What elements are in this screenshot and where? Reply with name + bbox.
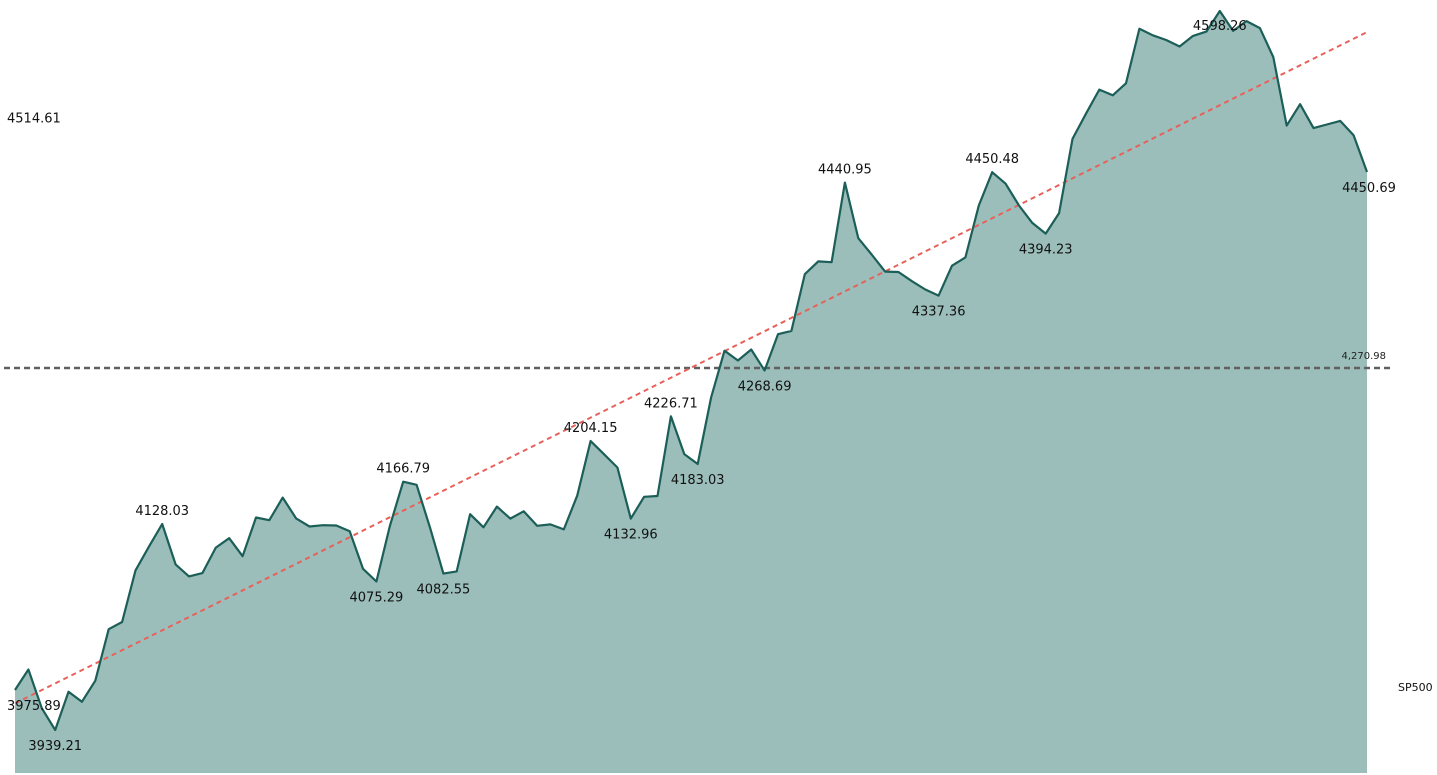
data-label: 4075.29	[350, 591, 404, 606]
data-label: 4450.69	[1342, 181, 1396, 196]
series-area-fill	[15, 11, 1367, 773]
series-line	[14, 9, 1369, 732]
data-label: 4132.96	[604, 528, 658, 543]
legend-entry-sp500: SP500	[1398, 681, 1433, 694]
data-label: 3939.21	[28, 739, 82, 754]
data-label: 4183.03	[671, 473, 725, 488]
data-labels: 3975.89 3939.21 4128.03 4166.79 4075.29 4082.…	[7, 19, 1396, 754]
data-label: 4166.79	[376, 462, 430, 477]
data-label: 4128.03	[135, 504, 189, 519]
data-label: 4204.15	[564, 421, 618, 436]
data-label: 4337.36	[912, 305, 966, 320]
data-label: 4082.55	[417, 583, 471, 598]
data-label: 4268.69	[738, 380, 792, 395]
data-label: 3975.89	[7, 699, 61, 714]
data-label: 4440.95	[818, 163, 872, 178]
data-label: 4598.26	[1193, 19, 1247, 34]
data-label: 4394.23	[1019, 243, 1073, 258]
reference-line-label: 4,270.98	[1341, 351, 1386, 362]
data-label: 4450.48	[965, 152, 1019, 167]
data-label: 4514.61	[7, 111, 61, 126]
data-label: 4226.71	[644, 396, 698, 411]
